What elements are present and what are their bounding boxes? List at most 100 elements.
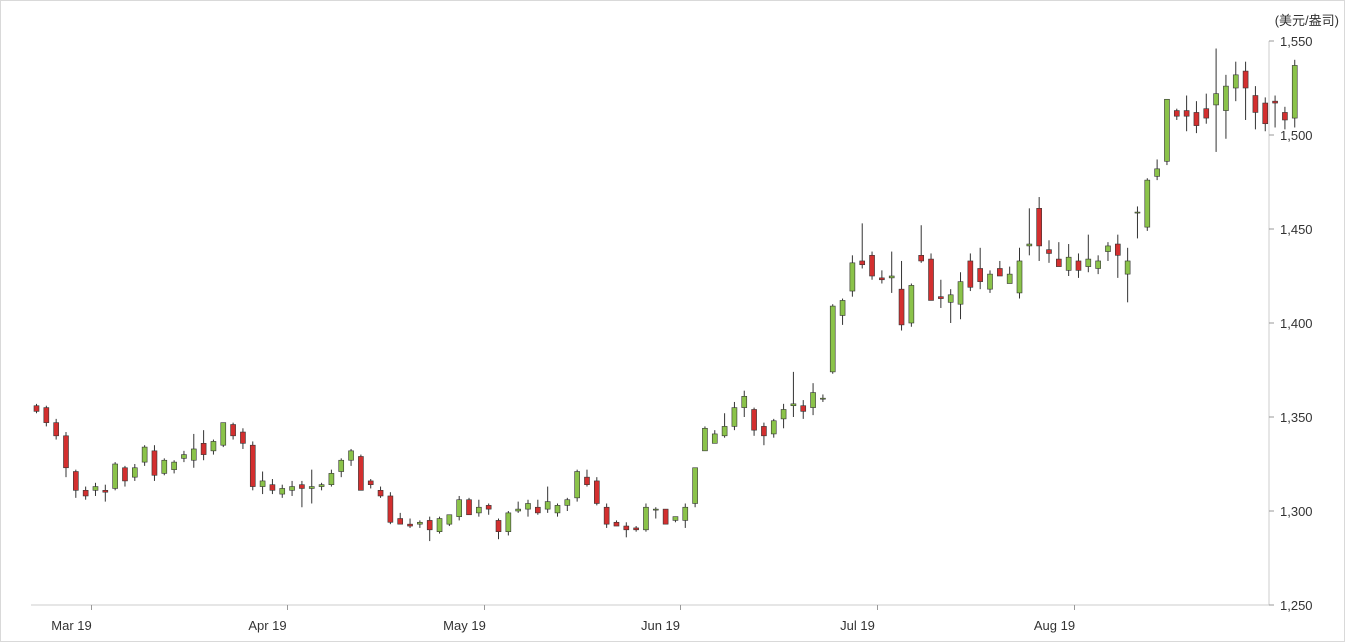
candle (535, 499, 541, 515)
candle-body-down (761, 426, 767, 437)
candle (780, 403, 787, 429)
candle (574, 469, 580, 502)
candle-body-down (495, 520, 502, 532)
candle-body-down (800, 405, 807, 412)
x-tick-label: Aug 19 (1034, 618, 1075, 633)
candle (643, 503, 649, 532)
candle (1291, 59, 1298, 128)
candle-body-up (1223, 85, 1229, 111)
candle (997, 260, 1003, 277)
candles-layer (33, 48, 1298, 542)
candle-body-up (564, 499, 571, 506)
candle-body-down (200, 443, 207, 455)
candle-body-down (1173, 110, 1180, 117)
candle-body-down (869, 255, 875, 277)
candle (947, 289, 954, 323)
candle (1115, 234, 1121, 278)
candle (1242, 61, 1249, 120)
candle (436, 516, 443, 534)
candle-body-down (623, 525, 630, 531)
candle-body-down (1036, 208, 1042, 247)
candle (820, 394, 826, 402)
candle (1193, 101, 1200, 134)
candle-body-up (1213, 93, 1219, 106)
candle (426, 516, 433, 542)
candle-body-down (230, 424, 236, 437)
candle (495, 518, 502, 540)
candle (1272, 95, 1278, 128)
candle-body-down (1252, 95, 1259, 113)
candle (869, 251, 875, 280)
candle (1154, 159, 1160, 181)
candle (417, 520, 423, 528)
candle (829, 304, 836, 374)
x-tick-label: Apr 19 (248, 618, 286, 633)
candle (279, 484, 286, 498)
candle-body-up (1085, 258, 1092, 267)
candle-body-up (1095, 260, 1101, 269)
candle (1203, 93, 1210, 124)
candle (1164, 98, 1170, 166)
candle (1016, 247, 1023, 299)
candle (1134, 206, 1141, 239)
candle-body-up (780, 409, 787, 420)
candle (299, 480, 305, 508)
candle-body-up (702, 427, 708, 452)
candle-body-down (367, 480, 374, 485)
y-tick-label: 1,250 (1280, 598, 1313, 613)
candle-body-down (1056, 258, 1062, 267)
candle-body-up (1105, 245, 1111, 252)
candle-body-down (997, 268, 1003, 277)
candle-body-up (643, 506, 649, 531)
candle (702, 426, 708, 452)
candle (603, 503, 610, 528)
candle (446, 514, 453, 527)
candle (761, 422, 767, 446)
candle-body-down (1272, 100, 1278, 104)
candle (1095, 255, 1101, 275)
candle-body-up (692, 467, 698, 504)
candle-body-up (171, 461, 177, 470)
candle (230, 422, 236, 440)
candle-body-up (810, 392, 816, 408)
candle-body-down (1242, 70, 1249, 89)
candle-body-up (1026, 243, 1033, 247)
candle-body-down (299, 484, 305, 489)
candle-body-up (544, 501, 551, 510)
candle-body-up (446, 514, 453, 525)
candle-body-up (132, 467, 138, 478)
candle-body-up (515, 508, 521, 512)
candle (141, 445, 148, 466)
candle-body-up (820, 397, 826, 400)
candle (53, 418, 59, 440)
candle (348, 448, 354, 466)
candle-body-up (338, 459, 345, 472)
candle (397, 512, 404, 525)
candle-body-down (73, 471, 79, 491)
candle-body-up (220, 422, 227, 446)
candle-body-down (151, 450, 158, 476)
candle-body-up (1134, 211, 1141, 214)
candle-body-down (485, 505, 492, 510)
candle (849, 255, 856, 297)
candle (476, 499, 482, 517)
candle (790, 371, 797, 417)
candle-body-down (662, 508, 669, 525)
candle (112, 462, 118, 491)
candle (898, 260, 905, 331)
candle (1144, 178, 1151, 231)
candle-body-down (977, 268, 983, 282)
candle-body-up (770, 420, 777, 435)
candle-body-up (289, 486, 295, 491)
candle-body-up (947, 294, 954, 303)
x-tick-label: Jul 19 (840, 618, 875, 633)
candle-body-up (141, 446, 148, 463)
candle-body-up (908, 285, 915, 324)
candle (987, 270, 993, 293)
candle (259, 471, 266, 495)
candle (63, 432, 69, 478)
candle-body-down (584, 476, 590, 485)
candle (1124, 247, 1131, 303)
candle (633, 526, 639, 532)
candle-body-up (308, 486, 315, 489)
